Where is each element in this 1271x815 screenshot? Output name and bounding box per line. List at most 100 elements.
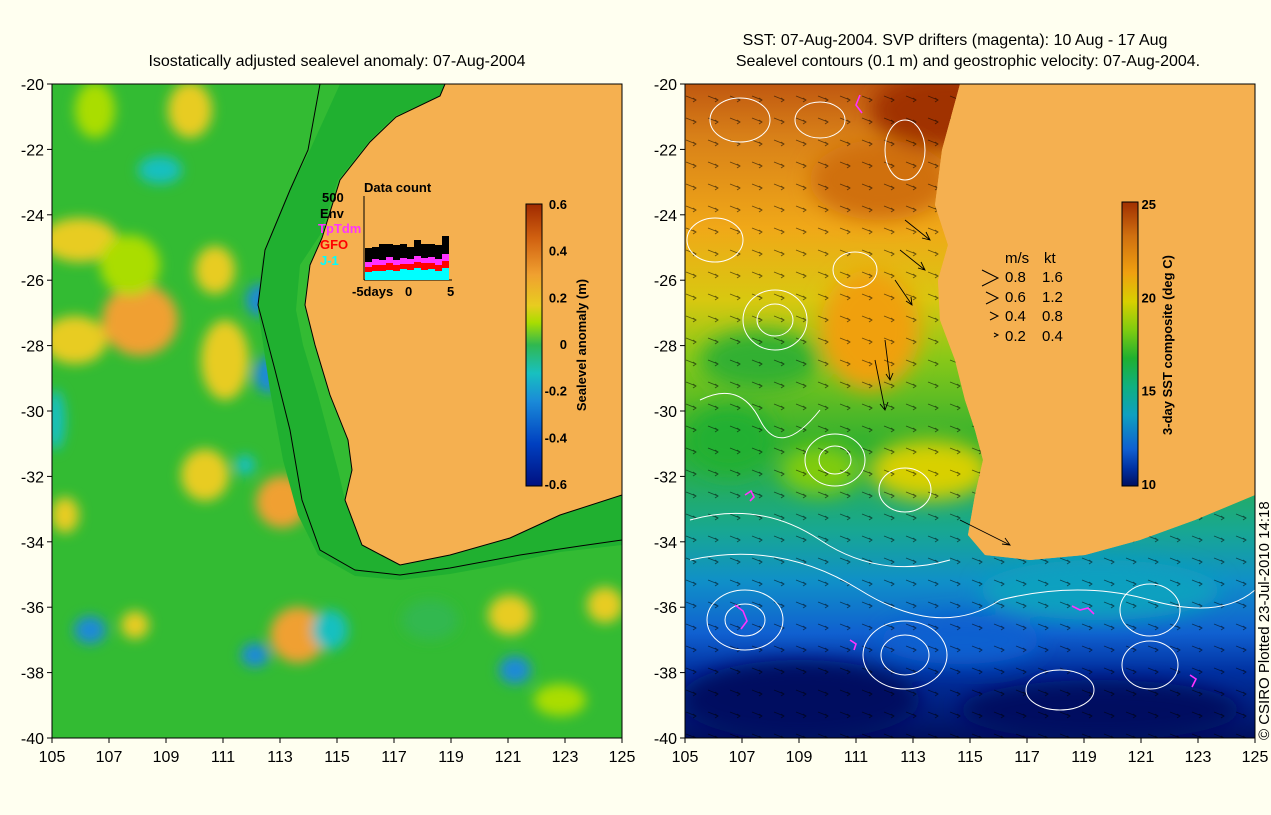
velocity-row-kt: 0.8 [1042, 308, 1063, 325]
x-tick-label: 113 [900, 749, 926, 766]
data-count-title: Data count [364, 180, 432, 195]
velocity-row-kt: 1.2 [1042, 289, 1063, 306]
x-tick-label: 111 [844, 749, 868, 766]
x-tick-label: 119 [1071, 749, 1097, 766]
y-tick-label: -36 [21, 600, 44, 617]
data-count-bar-segment [386, 257, 393, 263]
data-count-tick-zero: 0 [405, 284, 412, 299]
velocity-legend-kt-header: kt [1044, 250, 1057, 267]
sst-colorbar-label: 3-day SST composite (deg C) [1160, 255, 1175, 435]
anomaly-colorbar-label: Sealevel anomaly (m) [574, 279, 589, 411]
data-count-bar-segment [365, 272, 372, 280]
data-count-bar-segment [393, 271, 400, 280]
x-tick-label: 123 [552, 749, 579, 766]
velocity-legend-ms-header: m/s [1005, 250, 1029, 267]
data-count-bar-segment [435, 265, 442, 271]
y-tick-label: -22 [21, 142, 44, 159]
velocity-arrow-06 [985, 291, 1000, 305]
data-count-bar-segment [386, 270, 393, 280]
y-tick-label: -22 [654, 142, 677, 159]
data-count-bar-segment [421, 263, 428, 270]
x-tick-label: 117 [381, 749, 407, 766]
sst-colorbar-ticks: 25 20 15 10 [1142, 197, 1156, 492]
data-count-bar-segment [428, 244, 435, 257]
velocity-arrow-02 [993, 332, 1000, 338]
left-panel: Isostatically adjusted sealevel anomaly:… [21, 53, 636, 766]
velocity-row-kt: 1.6 [1042, 269, 1063, 286]
colorbar-tick-label: 25 [1142, 197, 1156, 212]
x-tick-label: 115 [957, 749, 983, 766]
y-tick-label: -26 [654, 273, 677, 290]
data-count-bar-segment [421, 270, 428, 280]
x-tick-label: 115 [324, 749, 350, 766]
data-count-ymax: 500 [322, 190, 344, 205]
right-title-line2: Sealevel contours (0.1 m) and geostrophi… [736, 53, 1200, 70]
data-count-bar-segment [414, 262, 421, 268]
data-count-bar-segment [365, 267, 372, 272]
data-count-tick-max: 5 [447, 284, 454, 299]
colorbar-tick-label: 15 [1142, 384, 1156, 399]
x-tick-label: 113 [267, 749, 293, 766]
land-australia [304, 84, 622, 566]
x-tick-label: 119 [438, 749, 464, 766]
y-tick-label: -24 [654, 208, 677, 225]
x-tick-label: 109 [153, 749, 180, 766]
velocity-legend: m/s kt 0.8 1.6 0.6 1.2 0.4 0.8 0.2 0.4 [981, 250, 1063, 345]
x-tick-label: 105 [39, 749, 66, 766]
y-tick-label: -28 [654, 339, 677, 356]
isobath-line [257, 84, 622, 576]
data-count-bar-segment [400, 264, 407, 269]
data-count-bar-segment [379, 260, 386, 265]
x-tick-label: 117 [1014, 749, 1040, 766]
anomaly-colorbar [525, 203, 543, 487]
data-count-bar-segment [379, 271, 386, 280]
right-title-line1: SST: 07-Aug-2004. SVP drifters (magenta)… [743, 32, 1168, 49]
data-count-bar-segment [400, 258, 407, 264]
data-count-inset: Data count 500 Env TpTdm GFO J-1 -5days … [318, 180, 454, 299]
x-tick-label: 107 [729, 749, 756, 766]
data-count-bar-segment [435, 245, 442, 259]
data-count-bar-segment [365, 248, 372, 262]
x-tick-label: 111 [211, 749, 235, 766]
velocity-row-ms: 0.4 [1005, 308, 1026, 325]
y-tick-label: -34 [654, 535, 677, 552]
colorbar-tick-label: 0.4 [549, 244, 568, 259]
velocity-arrow-08 [981, 269, 1000, 287]
data-count-bar-segment [407, 259, 414, 264]
y-tick-label: -34 [21, 535, 44, 552]
data-count-bar-segment [442, 236, 449, 254]
colorbar-tick-label: -0.6 [545, 477, 567, 492]
y-tick-label: -38 [21, 666, 44, 683]
data-count-bar-segment [386, 263, 393, 270]
data-count-bar-segment [435, 271, 442, 280]
left-y-ticks: -20 -22 -24 -26 -28 -30 -32 -34 -36 -38 -40 [21, 77, 52, 748]
velocity-row-ms: 0.6 [1005, 289, 1026, 306]
y-tick-label: -36 [654, 600, 677, 617]
coastal-current-arrows [874, 219, 1011, 546]
data-count-bar-segment [414, 268, 421, 280]
data-count-bar-segment [428, 269, 435, 280]
x-tick-label: 109 [786, 749, 813, 766]
y-tick-label: -38 [654, 666, 677, 683]
shelf-region [258, 84, 622, 580]
data-count-bar-segment [372, 265, 379, 271]
y-tick-label: -20 [654, 77, 677, 94]
right-x-ticks: 105 107 109 111 113 115 117 119 121 123 125 [672, 738, 1269, 766]
x-tick-label: 121 [495, 749, 522, 766]
data-count-bar-segment [379, 265, 386, 271]
sst-map [685, 84, 1255, 738]
data-count-bar-segment [372, 247, 379, 259]
velocity-row-ms: 0.8 [1005, 269, 1026, 286]
x-tick-label: 125 [1242, 749, 1269, 766]
y-tick-label: -28 [21, 339, 44, 356]
legend-tptdm: TpTdm [318, 221, 361, 236]
data-count-bar-segment [421, 244, 428, 258]
data-count-bar-segment [414, 240, 421, 256]
right-y-ticks: -20 -22 -24 -26 -28 -30 -32 -34 -36 -38 -40 [654, 77, 685, 748]
data-count-bar-segment [407, 270, 414, 280]
x-tick-label: 125 [609, 749, 636, 766]
velocity-row-ms: 0.2 [1005, 328, 1026, 345]
legend-j1: J-1 [320, 253, 339, 268]
